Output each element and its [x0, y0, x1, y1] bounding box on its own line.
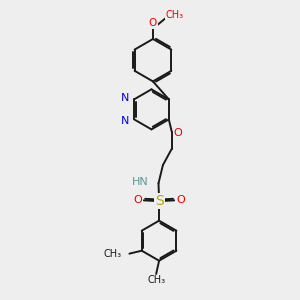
Text: O: O — [174, 128, 183, 138]
Text: CH₃: CH₃ — [147, 275, 165, 285]
Text: N: N — [121, 93, 129, 103]
Text: S: S — [155, 194, 164, 208]
Text: N: N — [121, 116, 129, 126]
Text: O: O — [176, 195, 185, 205]
Text: CH₃: CH₃ — [103, 249, 121, 259]
Text: HN: HN — [132, 177, 149, 187]
Text: O: O — [149, 18, 157, 28]
Text: O: O — [134, 195, 142, 205]
Text: CH₃: CH₃ — [166, 11, 184, 20]
